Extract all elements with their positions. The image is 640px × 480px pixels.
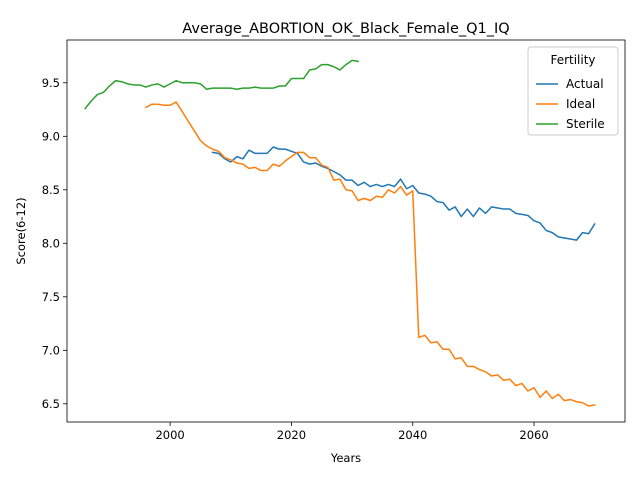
legend-label-ideal: Ideal — [566, 97, 595, 111]
x-axis: 2000 2020 2040 2060 — [155, 422, 549, 442]
y-tick-label: 7.5 — [42, 290, 60, 304]
x-tick-label: 2040 — [398, 428, 427, 442]
series-line-actual — [211, 146, 596, 241]
y-tick-label: 8.0 — [42, 236, 60, 250]
chart-title: Average_ABORTION_OK_Black_Female_Q1_IQ — [182, 21, 509, 37]
y-tick-label: 6.5 — [42, 397, 60, 411]
legend-label-sterile: Sterile — [566, 117, 605, 131]
y-tick-label: 8.5 — [42, 183, 60, 197]
legend-box — [527, 46, 619, 136]
y-tick-label: 9.5 — [42, 76, 60, 90]
y-tick-label: 7.0 — [42, 343, 60, 357]
legend-title: Fertility — [550, 53, 595, 67]
series-line-sterile — [84, 59, 359, 110]
x-axis-label: Years — [330, 451, 361, 465]
y-tick-label: 9.0 — [42, 129, 60, 143]
series-line-ideal — [144, 101, 596, 407]
x-tick-label: 2020 — [277, 428, 306, 442]
y-axis-label: Score(6-12) — [14, 197, 28, 264]
plot-frame — [66, 39, 626, 423]
y-axis: 6.5 7.0 7.5 8.0 8.5 9.0 9.5 — [42, 76, 67, 411]
x-tick-label: 2060 — [519, 428, 548, 442]
x-tick-label: 2000 — [155, 428, 184, 442]
legend: Fertility Actual Ideal Sterile — [527, 46, 619, 136]
legend-label-actual: Actual — [566, 77, 604, 91]
plot-area — [84, 59, 596, 407]
